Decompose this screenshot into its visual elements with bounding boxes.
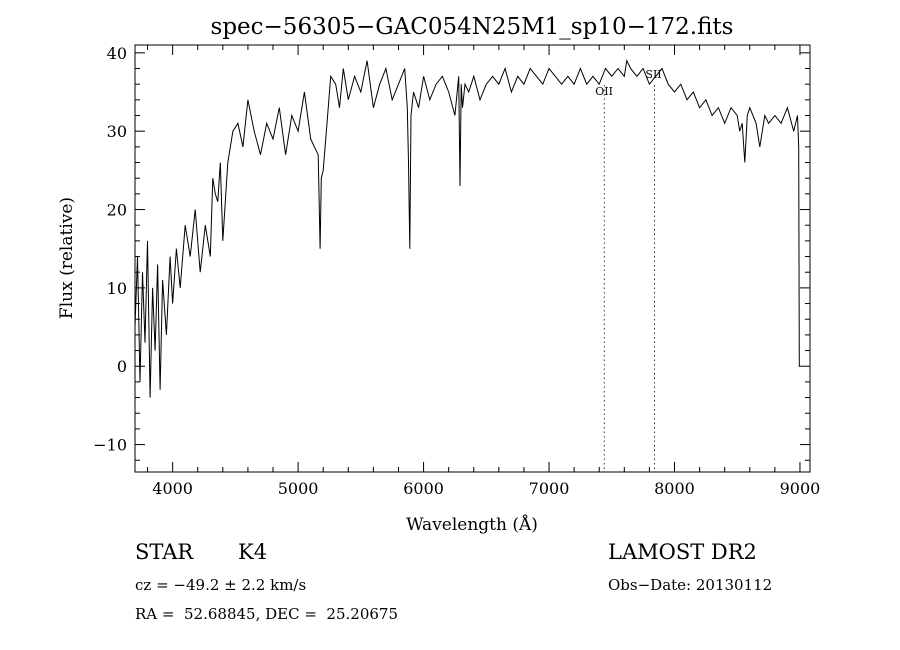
survey-name: LAMOST DR2 [608,540,757,564]
chart-title: spec−56305−GAC054N25M1_sp10−172.fits [211,14,734,40]
redshift-velocity: cz = −49.2 ± 2.2 km/s [135,576,307,594]
x-axis-label: Wavelength (Å) [406,514,538,535]
line-annotations: OII SII [595,68,661,98]
x-tick-labels: 4000 5000 6000 7000 8000 9000 [152,479,820,498]
spectral-class: K4 [238,540,268,564]
x-tick-label: 4000 [152,479,193,498]
x-tick-label: 5000 [278,479,319,498]
y-tick-label: 40 [107,44,127,63]
x-tick-label: 7000 [529,479,570,498]
line-label: OII [595,85,613,98]
x-tick-label: 9000 [780,479,821,498]
coordinates: RA = 52.68845, DEC = 25.20675 [135,605,399,623]
y-tick-label: 20 [107,201,127,220]
axis-ticks [135,45,810,472]
observation-date: Obs−Date: 20130112 [608,576,773,594]
plot-frame [134,44,811,473]
emission-line-markers [603,85,655,472]
y-tick-label: −10 [93,436,127,455]
spectrum-line [134,59,800,398]
y-tick-label: 0 [117,357,127,376]
object-type: STAR [135,540,194,564]
y-tick-label: 30 [107,122,127,141]
y-tick-label: 10 [107,279,127,298]
line-label: SII [645,68,661,81]
x-tick-label: 8000 [654,479,695,498]
y-tick-labels: −10 0 10 20 30 40 [93,44,127,455]
x-tick-label: 6000 [403,479,444,498]
y-axis-label: Flux (relative) [57,197,77,319]
